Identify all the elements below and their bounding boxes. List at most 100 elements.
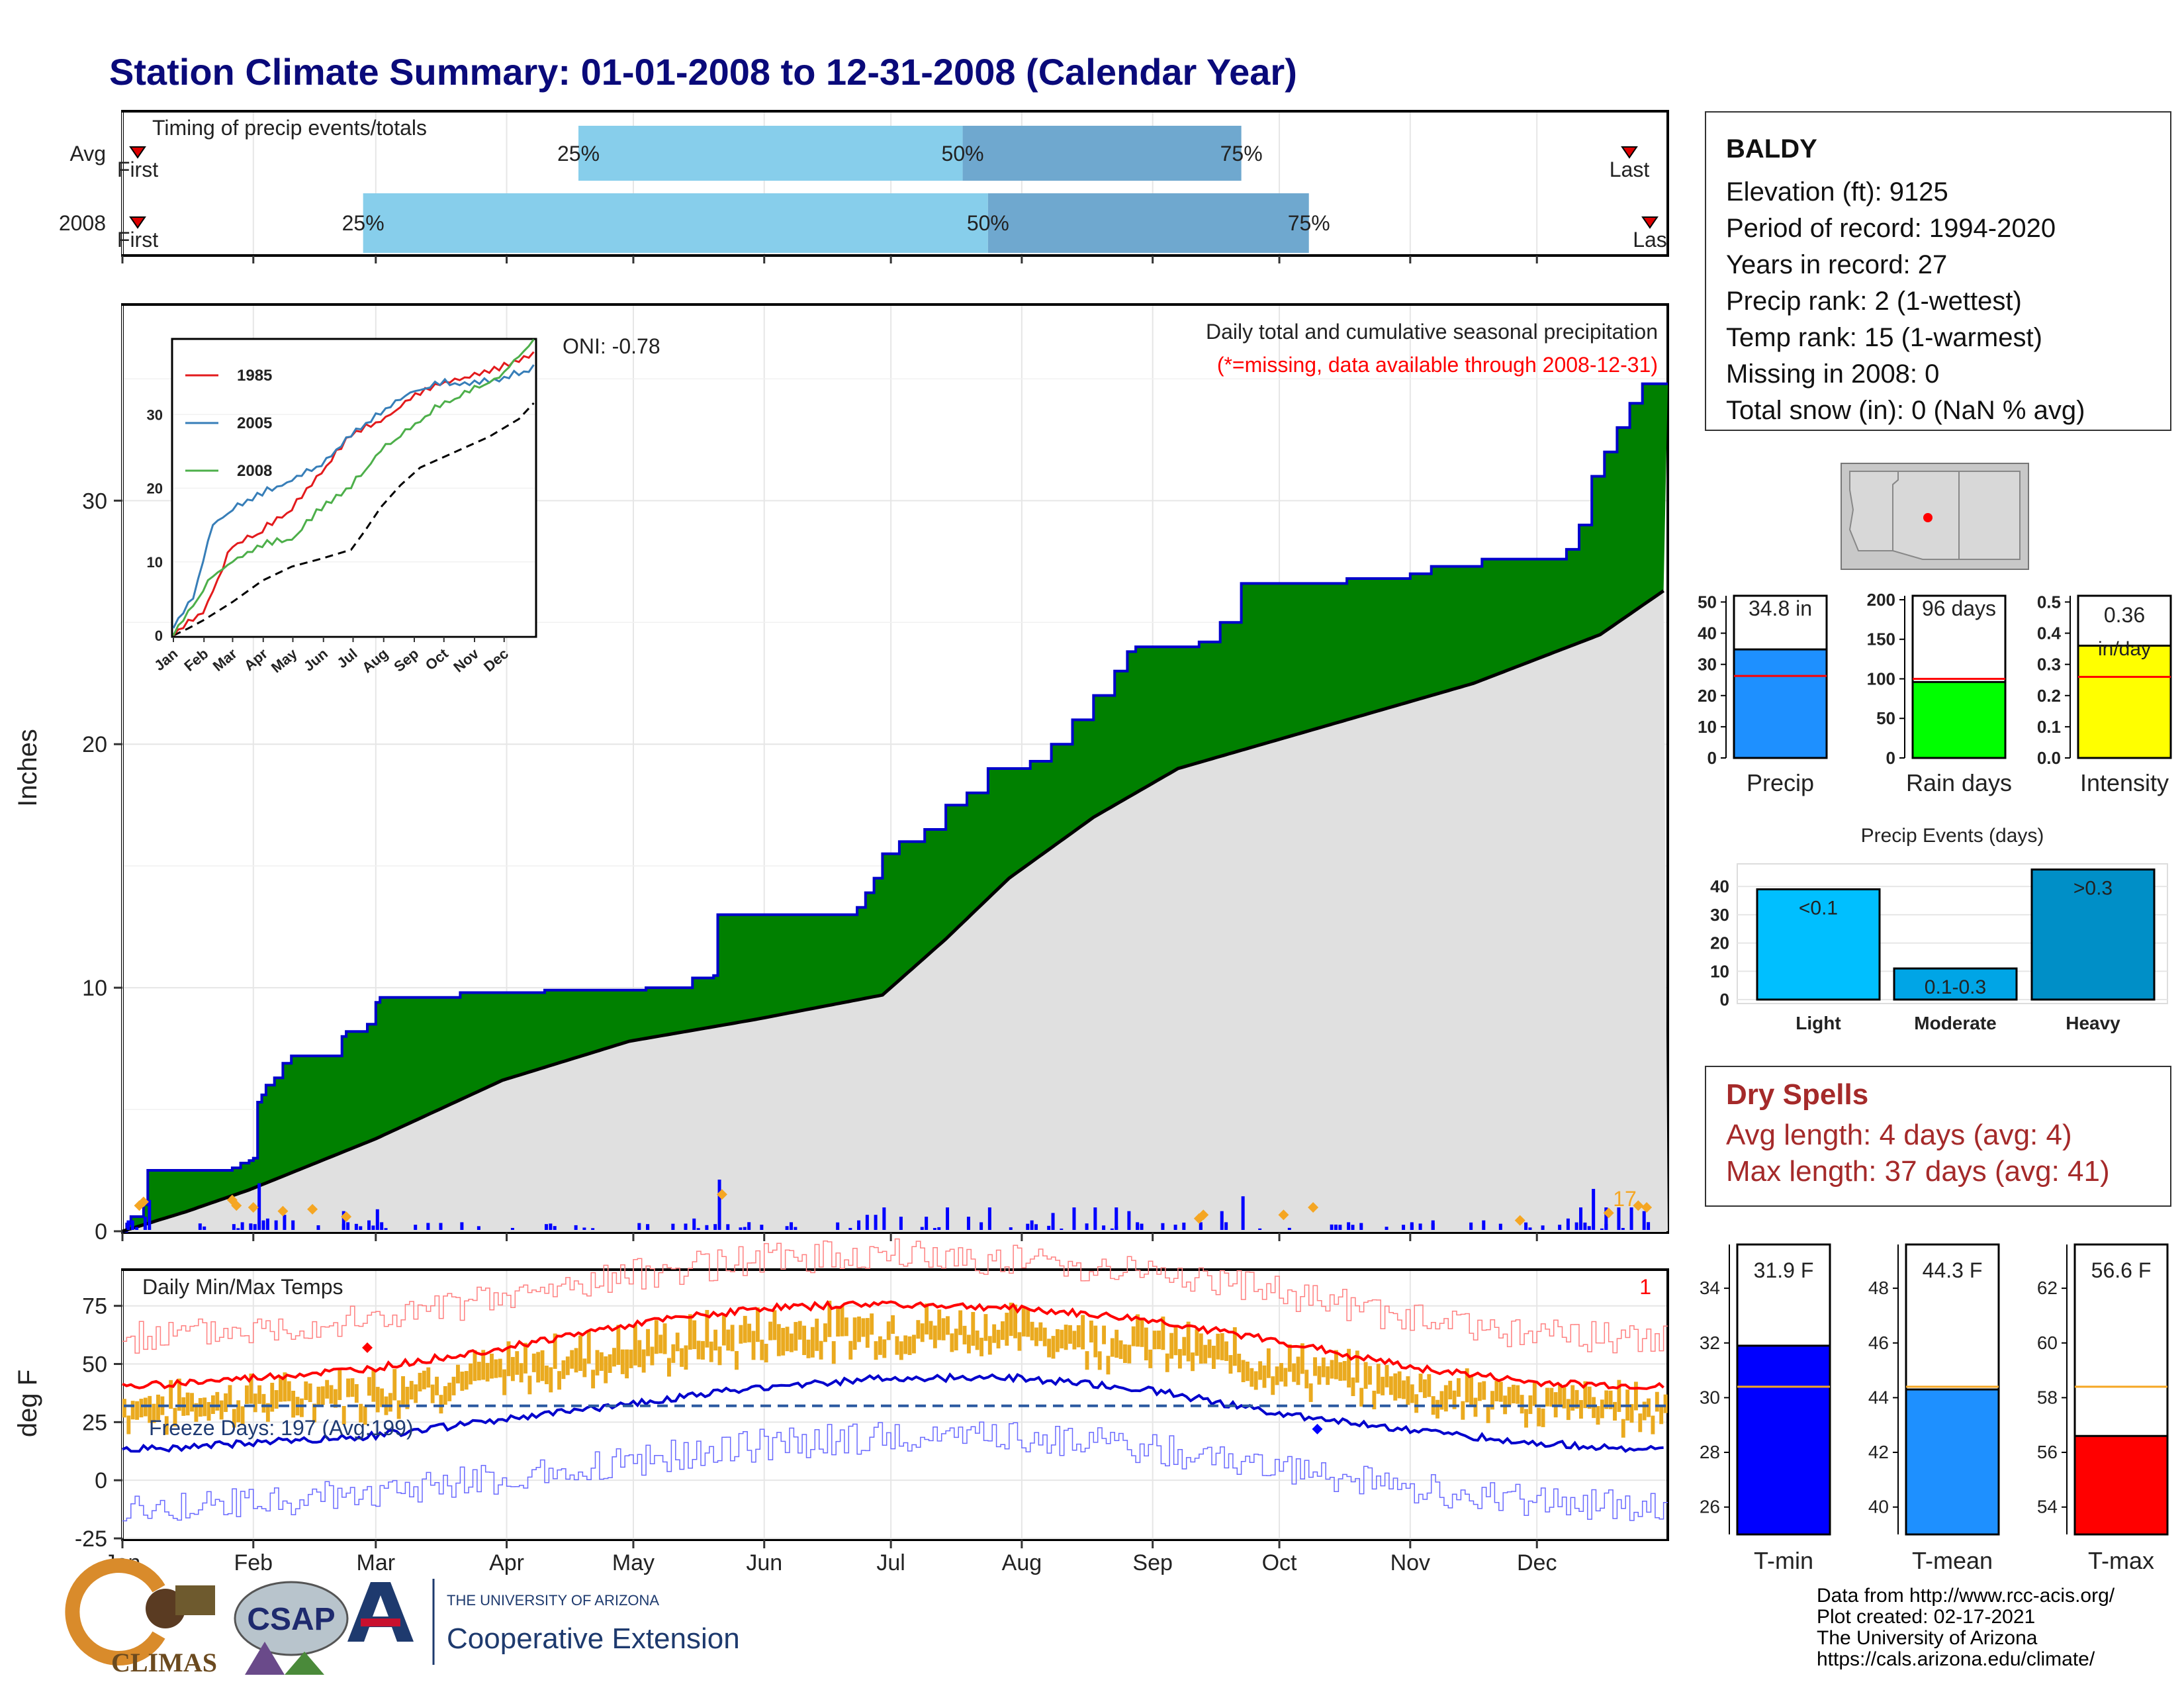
daily-precip-bar [1072,1207,1076,1230]
daily-precip-bar [439,1223,443,1230]
temp-bar-value [1736,1344,1831,1536]
daily-temp-range-bar [447,1382,452,1401]
daily-precip-bar [785,1226,789,1230]
daily-temp-range-bar [1532,1382,1537,1406]
daily-temp-range-bar [950,1333,954,1352]
daily-precip-bar [371,1225,375,1230]
daily-temp-range-bar [549,1367,553,1393]
precip-subtitle: (*=missing, data available through 2008-… [1217,353,1658,377]
daily-precip-bar [1621,1228,1625,1230]
temp-bar-y-tick-label: 42 [1868,1442,1889,1462]
daily-precip-bar [1224,1222,1228,1230]
daily-temp-range-bar [494,1359,498,1378]
daily-temp-range-bar [680,1348,684,1367]
daily-precip-bar [414,1225,418,1230]
temp-y-ticks: 75 50 25 0 -25 [75,1294,122,1552]
timing-bar-q2 [578,126,963,181]
daily-temp-range-bar [1241,1360,1246,1382]
daily-temp-range-bar [1574,1389,1579,1409]
daily-temp-range-bar [721,1315,726,1346]
daily-temp-range-bar [190,1393,194,1412]
station-snow: Total snow (in): 0 (NaN % avg) [1726,396,2085,425]
daily-precip-bar [836,1222,840,1230]
inset-legend-label: 1985 [237,367,272,385]
events-title: Precip Events (days) [1861,825,2044,847]
events-bar-label: >0.3 [2073,878,2113,900]
daily-precip-bar [291,1220,295,1230]
daily-temp-range-bar [531,1353,536,1372]
daily-precip-bar [1334,1224,1338,1230]
daily-temp-range-bar [1537,1407,1541,1427]
daily-temp-range-bar [253,1393,257,1413]
credits-block: Data from http://www.rcc-acis.org/ Plot … [1817,1585,2115,1670]
summary-bar-label: Intensity [2080,769,2169,796]
daily-temp-range-bar [739,1325,743,1344]
daily-temp-range-bar [1144,1327,1148,1361]
daily-temp-range-bar [1414,1394,1419,1413]
daily-temp-range-bar [536,1352,541,1383]
daily-precip-bar [274,1220,278,1230]
daily-temp-range-bar [1161,1316,1165,1350]
daily-temp-range-bar [320,1386,325,1405]
last-event-marker-icon [1621,146,1638,159]
daily-temp-range-bar [169,1380,173,1409]
temp-title: Daily Min/Max Temps [142,1275,343,1299]
daily-temp-range-bar [1186,1321,1191,1362]
daily-precip-bar [1093,1207,1097,1230]
daily-temp-range-bar [1253,1371,1258,1390]
daily-temp-range-bar [1334,1350,1338,1380]
daily-temp-range-bar [870,1313,874,1335]
month-label: Apr [489,1550,524,1575]
heavy-event-marker [1603,1207,1614,1219]
daily-temp-range-bar [1279,1363,1283,1382]
heavy-event-marker [307,1203,318,1215]
daily-temp-range-bar [806,1339,811,1358]
daily-precip-bar [705,1225,709,1230]
daily-precip-bar [236,1228,240,1230]
daily-temp-range-bar [586,1331,591,1364]
daily-temp-range-bar [962,1325,967,1344]
daily-precip-bar [257,1183,261,1230]
station-location-marker [1923,513,1933,522]
daily-temp-range-bar [1308,1383,1313,1402]
daily-temp-range-bar [312,1403,316,1423]
daily-temp-range-bar [1359,1387,1364,1407]
daily-precip-bar [1136,1224,1140,1230]
summary-bar-value [1911,680,2007,759]
month-label: Oct [1262,1550,1297,1575]
daily-precip-bar [1579,1207,1583,1230]
last-event-marker-icon [1641,216,1659,229]
daily-temp-range-bar [236,1400,241,1423]
daily-temp-range-bar [709,1341,713,1362]
daily-temp-range-bar [717,1346,722,1366]
daily-temp-range-bar [688,1314,692,1350]
daily-temp-range-bar [1038,1322,1043,1341]
summary-y-tick-label: 0.4 [2037,624,2062,643]
daily-temp-range-bar [1566,1399,1570,1421]
daily-temp-range-bar [325,1380,330,1399]
daily-temp-range-bar [299,1398,304,1417]
inset-y-tick-label: 30 [147,406,163,423]
daily-precip-bar [1498,1223,1502,1230]
daily-temp-range-bar [469,1363,473,1385]
daily-temp-range-bar [620,1349,625,1374]
daily-precip-bar [549,1223,553,1230]
daily-temp-range-bar [1388,1376,1393,1395]
month-label: Feb [234,1550,273,1575]
daily-precip-bar [1524,1222,1528,1230]
daily-precip-bar [726,1224,730,1230]
station-elevation: Elevation (ft): 9125 [1726,177,1948,207]
daily-precip-bar [591,1228,595,1230]
daily-temp-range-bar [249,1373,253,1404]
daily-temp-range-bar [1541,1408,1545,1427]
daily-temp-range-bar [1182,1336,1187,1356]
daily-temp-range-bar [899,1341,903,1360]
daily-temp-range-bar [1055,1329,1060,1352]
ua-small-text: THE UNIVERSITY OF ARIZONA [447,1592,659,1609]
daily-temp-range-bar [1000,1321,1005,1340]
daily-temp-range-bar [1030,1321,1034,1340]
daily-temp-range-bar [971,1311,976,1346]
daily-temp-range-bar [929,1321,933,1340]
precip-y-axis-label: Inches [13,729,42,807]
precip-y-tick-label: 0 [95,1219,107,1244]
